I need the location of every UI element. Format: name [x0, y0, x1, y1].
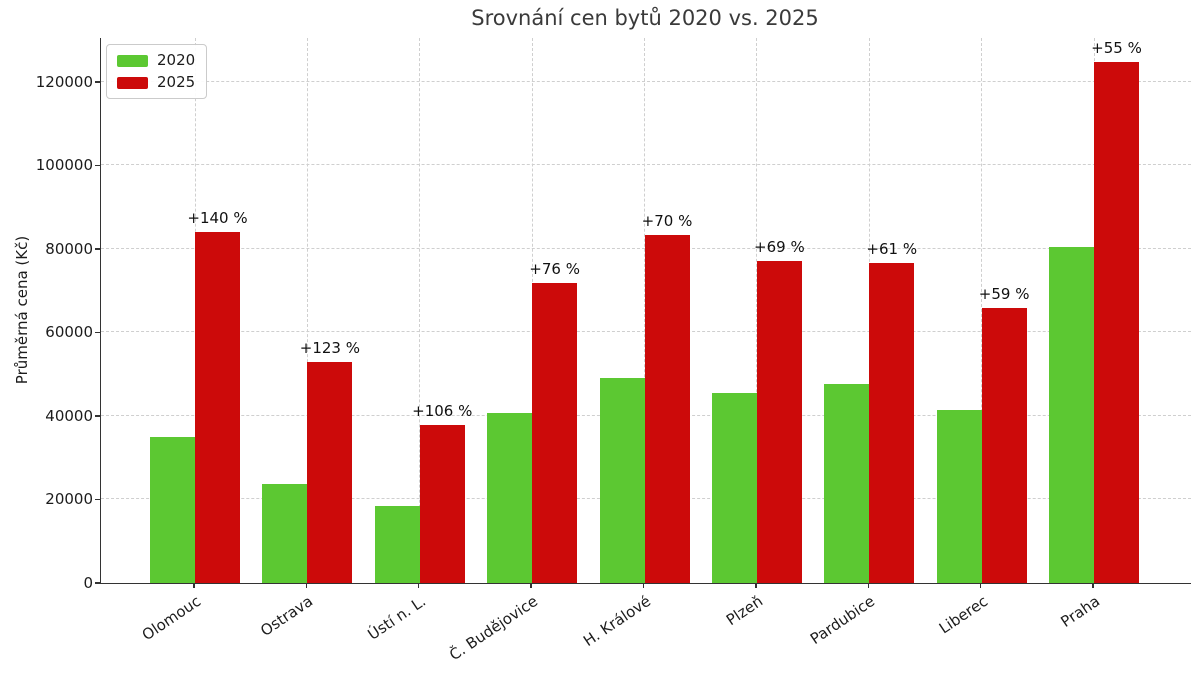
y-axis-label: Průměrná cena (Kč)	[13, 235, 31, 385]
bar-annotation: +106 %	[412, 401, 473, 420]
y-tick	[95, 498, 100, 501]
bar-annotation: +59 %	[978, 285, 1030, 304]
bar-2025	[981, 308, 1027, 583]
plot-area: +140 % +123 % +106 % +76 % +70 % +69 % +61 % +5…	[100, 38, 1191, 584]
x-tick	[979, 584, 982, 588]
bar-2025	[1094, 61, 1139, 583]
y-tick-label: 40000	[45, 406, 93, 425]
y-tick	[95, 248, 100, 250]
gridline-vertical	[419, 38, 421, 583]
x-tick	[193, 584, 195, 588]
y-tick-label: 0	[83, 574, 93, 592]
y-tick	[95, 415, 100, 417]
x-tick	[755, 584, 757, 588]
bar-2020	[711, 392, 757, 583]
bar-2025	[869, 262, 915, 583]
bar-2025	[419, 424, 465, 583]
y-tick	[95, 164, 100, 167]
y-tick-label: 60000	[45, 323, 93, 342]
bar-2025	[532, 283, 578, 583]
x-tick	[305, 584, 308, 588]
bar-2020	[262, 484, 308, 583]
chart-title: Srovnání cen bytů 2020 vs. 2025	[471, 6, 819, 30]
bar-annotation: +70 %	[641, 212, 693, 231]
bar-2020	[150, 436, 195, 583]
bar-2025	[756, 261, 802, 583]
bar-2020	[1049, 246, 1094, 583]
legend-item-2025: 2025	[117, 74, 195, 91]
y-tick	[95, 582, 100, 584]
legend-label-2020: 2020	[157, 51, 196, 69]
gridline-horizontal	[101, 80, 1191, 82]
gridline-vertical	[306, 38, 308, 583]
bar-annotation: +76 %	[529, 260, 580, 279]
y-tick-label: 100000	[35, 156, 93, 175]
bar-annotation: +69 %	[754, 238, 805, 256]
bar-annotation: +123 %	[299, 339, 360, 358]
y-tick-label: 120000	[35, 72, 93, 91]
legend-swatch-2020	[117, 54, 148, 67]
y-tick-label: 80000	[45, 239, 93, 258]
bar-annotation: +140 %	[187, 209, 248, 228]
bar-annotation: +55 %	[1091, 38, 1142, 57]
gridline-horizontal	[101, 164, 1191, 166]
bar-2020	[374, 506, 420, 583]
y-tick	[95, 81, 100, 83]
bar-2020	[487, 412, 533, 583]
bar-2020	[599, 378, 645, 583]
bar-2020	[936, 410, 982, 583]
legend-label-2025: 2025	[157, 73, 196, 91]
x-tick	[1092, 584, 1094, 588]
bar-2025	[195, 232, 240, 583]
bar-2025	[644, 235, 690, 583]
bar-2025	[307, 362, 353, 583]
bar-annotation: +61 %	[866, 239, 918, 258]
bar-2020	[824, 384, 870, 583]
legend: 2020 2025	[106, 44, 208, 99]
x-tick	[642, 584, 645, 588]
x-tick	[530, 584, 532, 588]
x-tick	[418, 584, 420, 588]
y-tick	[95, 331, 100, 334]
x-tick	[867, 584, 869, 588]
legend-swatch-2025	[117, 76, 148, 89]
y-tick-label: 20000	[45, 490, 93, 509]
legend-item-2020: 2020	[117, 52, 195, 69]
